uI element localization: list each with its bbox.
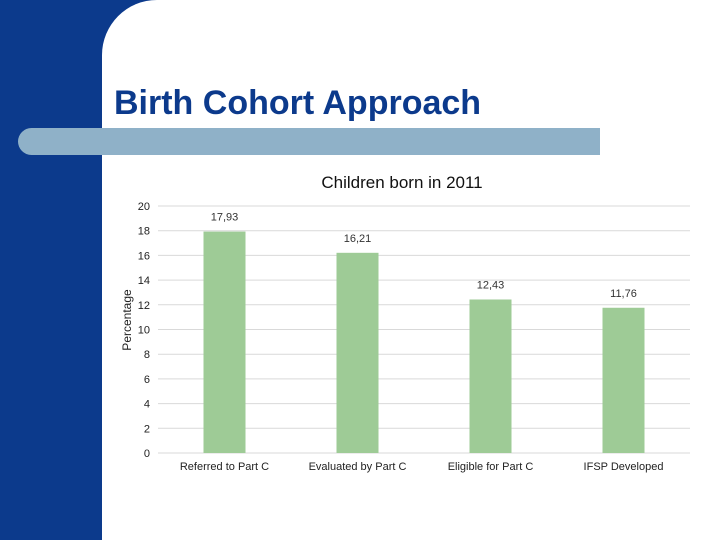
y-tick-label: 8 <box>144 349 150 361</box>
x-category-label: IFSP Developed <box>584 461 664 473</box>
data-label: 11,76 <box>610 288 637 300</box>
bar <box>336 252 379 453</box>
y-tick-label: 12 <box>138 300 150 312</box>
data-labels: 17,93 16,21 12,43 11,76 <box>211 212 637 300</box>
y-axis-title: Percentage <box>120 289 134 351</box>
gridlines <box>158 205 690 454</box>
y-tick-label: 20 <box>138 201 150 213</box>
x-axis-labels: Referred to Part C Evaluated by Part C Eli… <box>180 461 664 473</box>
x-category-label: Referred to Part C <box>180 461 269 473</box>
bar <box>203 231 246 453</box>
y-tick-label: 16 <box>138 250 150 262</box>
y-tick-label: 18 <box>138 226 150 238</box>
y-tick-label: 4 <box>144 399 150 411</box>
y-tick-label: 6 <box>144 374 150 386</box>
slide-title: Birth Cohort Approach <box>114 84 482 122</box>
y-tick-label: 10 <box>138 325 150 337</box>
chart-title: Children born in 2011 <box>321 173 482 192</box>
x-category-label: Eligible for Part C <box>448 461 534 473</box>
data-label: 17,93 <box>211 212 239 224</box>
bar <box>602 307 645 453</box>
y-tick-label: 2 <box>144 423 150 435</box>
title-accent-bar <box>18 128 600 155</box>
data-label: 12,43 <box>477 279 505 291</box>
x-category-label: Evaluated by Part C <box>309 461 407 473</box>
y-tick-label: 14 <box>138 275 150 287</box>
bar <box>469 299 512 453</box>
bars <box>203 231 645 453</box>
left-band <box>0 0 102 540</box>
data-label: 16,21 <box>344 233 372 245</box>
y-tick-label: 0 <box>144 448 150 460</box>
y-axis-ticks: 0 2 4 6 8 10 12 14 16 18 20 <box>138 201 150 460</box>
